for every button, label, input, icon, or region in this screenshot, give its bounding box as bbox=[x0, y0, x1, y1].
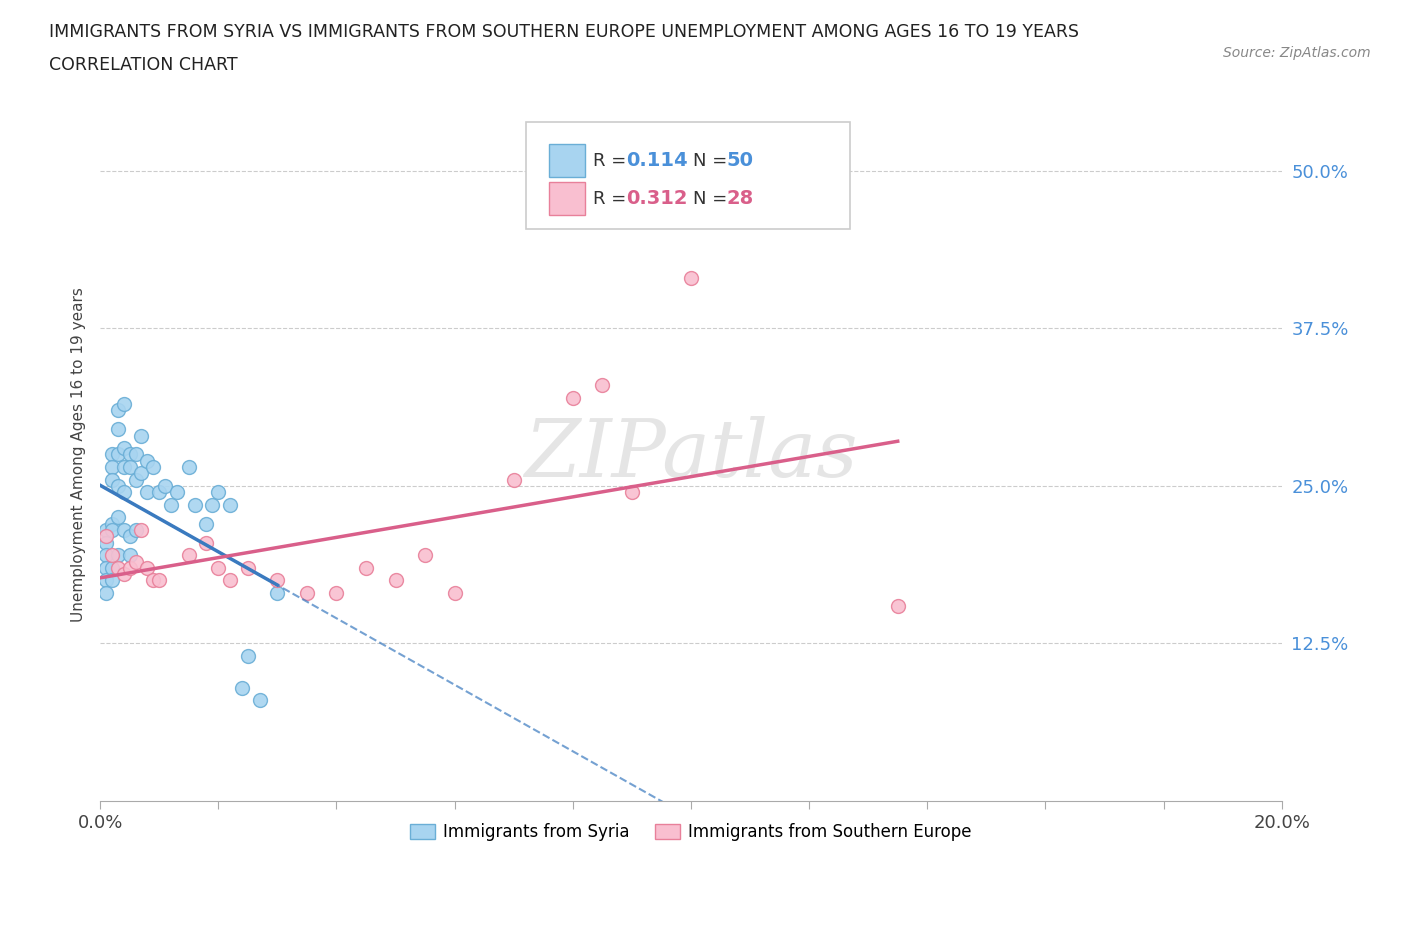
Point bbox=[107, 510, 129, 525]
Point bbox=[136, 485, 159, 499]
Point bbox=[153, 479, 176, 494]
Text: Source: ZipAtlas.com: Source: ZipAtlas.com bbox=[1223, 46, 1371, 60]
Point bbox=[443, 586, 465, 601]
Point bbox=[124, 447, 146, 462]
Point bbox=[118, 561, 141, 576]
Point bbox=[118, 459, 141, 474]
Point bbox=[142, 459, 165, 474]
Point bbox=[101, 573, 124, 588]
Point bbox=[207, 485, 229, 499]
Point bbox=[94, 529, 117, 544]
Point bbox=[101, 523, 124, 538]
Point bbox=[101, 516, 124, 531]
Point bbox=[112, 459, 135, 474]
Point bbox=[124, 523, 146, 538]
Point bbox=[266, 573, 288, 588]
Text: 50: 50 bbox=[727, 152, 754, 170]
Point bbox=[112, 485, 135, 499]
Point bbox=[107, 561, 129, 576]
Point bbox=[266, 586, 288, 601]
Point bbox=[142, 573, 165, 588]
Point bbox=[107, 447, 129, 462]
Text: N =: N = bbox=[693, 190, 727, 207]
Text: 0.312: 0.312 bbox=[626, 190, 688, 208]
Text: ZIPatlas: ZIPatlas bbox=[524, 416, 858, 493]
Point bbox=[124, 472, 146, 487]
Point bbox=[136, 561, 159, 576]
Point bbox=[160, 498, 183, 512]
Point bbox=[201, 498, 224, 512]
Point bbox=[207, 561, 229, 576]
Point bbox=[177, 459, 200, 474]
Point bbox=[354, 561, 377, 576]
Point bbox=[107, 403, 129, 418]
Point bbox=[219, 573, 242, 588]
Point bbox=[413, 548, 436, 563]
Point bbox=[148, 573, 170, 588]
Point bbox=[101, 561, 124, 576]
Point bbox=[136, 453, 159, 468]
Point bbox=[131, 428, 153, 443]
Point bbox=[112, 523, 135, 538]
Point bbox=[195, 536, 218, 551]
Point bbox=[94, 548, 117, 563]
Point bbox=[236, 648, 259, 663]
Text: R =: R = bbox=[593, 190, 626, 207]
Text: 0.114: 0.114 bbox=[626, 152, 688, 170]
Point bbox=[94, 573, 117, 588]
Point bbox=[94, 586, 117, 601]
Y-axis label: Unemployment Among Ages 16 to 19 years: Unemployment Among Ages 16 to 19 years bbox=[72, 287, 86, 622]
Point bbox=[124, 554, 146, 569]
Point bbox=[325, 586, 347, 601]
FancyBboxPatch shape bbox=[550, 182, 585, 216]
Point bbox=[112, 566, 135, 581]
Point bbox=[118, 447, 141, 462]
Text: CORRELATION CHART: CORRELATION CHART bbox=[49, 56, 238, 73]
Point bbox=[249, 693, 271, 708]
Point bbox=[107, 548, 129, 563]
Point bbox=[591, 378, 613, 392]
FancyBboxPatch shape bbox=[526, 122, 851, 230]
Point bbox=[101, 459, 124, 474]
Point bbox=[620, 485, 643, 499]
Point bbox=[107, 422, 129, 437]
Point bbox=[112, 441, 135, 456]
Point bbox=[101, 447, 124, 462]
Text: 28: 28 bbox=[727, 190, 754, 208]
Point bbox=[219, 498, 242, 512]
Legend: Immigrants from Syria, Immigrants from Southern Europe: Immigrants from Syria, Immigrants from S… bbox=[404, 817, 979, 848]
Text: R =: R = bbox=[593, 152, 626, 169]
FancyBboxPatch shape bbox=[550, 144, 585, 178]
Point bbox=[148, 485, 170, 499]
Point bbox=[166, 485, 188, 499]
Point bbox=[183, 498, 205, 512]
Point bbox=[118, 529, 141, 544]
Point bbox=[131, 523, 153, 538]
Point bbox=[679, 271, 702, 286]
Point bbox=[384, 573, 406, 588]
Point bbox=[94, 536, 117, 551]
Point bbox=[131, 466, 153, 481]
Point bbox=[101, 548, 124, 563]
Point bbox=[118, 548, 141, 563]
Text: N =: N = bbox=[693, 152, 727, 169]
Point bbox=[295, 586, 318, 601]
Point bbox=[94, 561, 117, 576]
Point bbox=[94, 523, 117, 538]
Point bbox=[231, 680, 253, 695]
Point bbox=[101, 472, 124, 487]
Point bbox=[236, 561, 259, 576]
Point bbox=[177, 548, 200, 563]
Point bbox=[502, 472, 524, 487]
Point bbox=[561, 391, 583, 405]
Point bbox=[886, 598, 908, 613]
Point bbox=[112, 396, 135, 411]
Point bbox=[195, 516, 218, 531]
Text: IMMIGRANTS FROM SYRIA VS IMMIGRANTS FROM SOUTHERN EUROPE UNEMPLOYMENT AMONG AGES: IMMIGRANTS FROM SYRIA VS IMMIGRANTS FROM… bbox=[49, 23, 1080, 41]
Point bbox=[107, 479, 129, 494]
